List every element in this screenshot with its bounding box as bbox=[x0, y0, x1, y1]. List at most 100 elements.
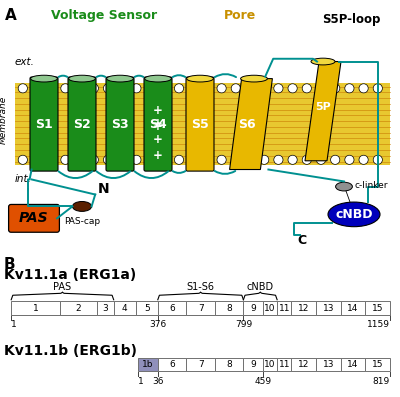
Text: 10: 10 bbox=[264, 304, 276, 312]
Text: 376: 376 bbox=[149, 320, 166, 330]
FancyBboxPatch shape bbox=[244, 358, 263, 371]
Text: +
+
+: + + + bbox=[153, 117, 163, 162]
FancyBboxPatch shape bbox=[138, 358, 158, 371]
Text: S6: S6 bbox=[238, 118, 256, 131]
Circle shape bbox=[345, 84, 354, 93]
FancyBboxPatch shape bbox=[341, 358, 365, 371]
Circle shape bbox=[32, 155, 42, 164]
Text: c-linker: c-linker bbox=[355, 181, 388, 190]
Ellipse shape bbox=[106, 75, 134, 82]
FancyBboxPatch shape bbox=[186, 77, 214, 171]
Ellipse shape bbox=[336, 182, 352, 191]
Polygon shape bbox=[230, 79, 272, 170]
Text: 36: 36 bbox=[152, 377, 164, 386]
FancyBboxPatch shape bbox=[144, 77, 172, 171]
Text: 8: 8 bbox=[226, 360, 232, 369]
Circle shape bbox=[189, 155, 198, 164]
Ellipse shape bbox=[72, 202, 92, 212]
Ellipse shape bbox=[186, 75, 214, 82]
FancyBboxPatch shape bbox=[114, 301, 136, 315]
Circle shape bbox=[302, 84, 312, 93]
FancyBboxPatch shape bbox=[186, 301, 215, 315]
Text: 6: 6 bbox=[169, 304, 175, 312]
Text: Kv11.1a (ERG1a): Kv11.1a (ERG1a) bbox=[4, 268, 136, 282]
FancyBboxPatch shape bbox=[277, 301, 292, 315]
Circle shape bbox=[316, 155, 326, 164]
Text: C: C bbox=[298, 234, 306, 247]
Text: A: A bbox=[5, 8, 16, 23]
Circle shape bbox=[231, 155, 240, 164]
FancyBboxPatch shape bbox=[292, 358, 316, 371]
FancyBboxPatch shape bbox=[277, 358, 292, 371]
FancyBboxPatch shape bbox=[60, 301, 97, 315]
Text: cNBD: cNBD bbox=[247, 282, 274, 292]
Circle shape bbox=[274, 155, 283, 164]
Circle shape bbox=[203, 155, 212, 164]
Circle shape bbox=[75, 155, 84, 164]
Text: 12: 12 bbox=[298, 304, 310, 312]
FancyBboxPatch shape bbox=[9, 204, 60, 232]
Circle shape bbox=[132, 84, 141, 93]
Text: 1: 1 bbox=[11, 320, 17, 330]
Circle shape bbox=[246, 84, 254, 93]
Circle shape bbox=[132, 155, 141, 164]
Text: 2: 2 bbox=[76, 304, 82, 312]
Text: 4: 4 bbox=[122, 304, 128, 312]
FancyBboxPatch shape bbox=[365, 358, 390, 371]
Circle shape bbox=[18, 155, 28, 164]
Text: S5: S5 bbox=[191, 118, 209, 131]
Text: N: N bbox=[98, 182, 110, 197]
Text: PAS: PAS bbox=[19, 211, 49, 225]
FancyBboxPatch shape bbox=[341, 301, 365, 315]
Text: 11: 11 bbox=[278, 360, 290, 369]
Circle shape bbox=[32, 84, 42, 93]
Circle shape bbox=[89, 155, 98, 164]
Text: 9: 9 bbox=[250, 360, 256, 369]
Circle shape bbox=[75, 84, 84, 93]
Text: 13: 13 bbox=[323, 360, 334, 369]
Circle shape bbox=[61, 155, 70, 164]
FancyBboxPatch shape bbox=[186, 358, 215, 371]
Text: 459: 459 bbox=[254, 377, 272, 386]
Circle shape bbox=[373, 84, 382, 93]
Text: 5: 5 bbox=[144, 304, 150, 312]
Circle shape bbox=[174, 84, 184, 93]
Text: 6: 6 bbox=[169, 360, 175, 369]
Text: 14: 14 bbox=[347, 360, 359, 369]
Circle shape bbox=[260, 84, 269, 93]
Text: S4: S4 bbox=[149, 118, 167, 131]
Text: S2: S2 bbox=[73, 118, 91, 131]
Text: 15: 15 bbox=[372, 304, 384, 312]
Circle shape bbox=[373, 155, 382, 164]
Circle shape bbox=[174, 155, 184, 164]
Text: +
+: + + bbox=[153, 104, 163, 133]
FancyBboxPatch shape bbox=[97, 301, 114, 315]
FancyBboxPatch shape bbox=[215, 301, 244, 315]
Text: 3: 3 bbox=[102, 304, 108, 312]
Text: ext.: ext. bbox=[15, 56, 35, 67]
Text: B: B bbox=[4, 257, 16, 272]
Circle shape bbox=[160, 155, 170, 164]
FancyBboxPatch shape bbox=[158, 301, 186, 315]
FancyBboxPatch shape bbox=[106, 77, 134, 171]
Text: S1: S1 bbox=[35, 118, 53, 131]
Circle shape bbox=[18, 84, 28, 93]
Text: 5P: 5P bbox=[315, 102, 331, 112]
FancyBboxPatch shape bbox=[158, 358, 186, 371]
FancyBboxPatch shape bbox=[316, 301, 341, 315]
Ellipse shape bbox=[145, 75, 172, 82]
Ellipse shape bbox=[241, 75, 268, 82]
Text: Pore: Pore bbox=[224, 10, 256, 22]
Circle shape bbox=[217, 155, 226, 164]
Circle shape bbox=[274, 84, 283, 93]
Circle shape bbox=[302, 155, 312, 164]
Text: int.: int. bbox=[15, 173, 32, 184]
Text: PAS: PAS bbox=[53, 282, 72, 292]
Text: 799: 799 bbox=[235, 320, 252, 330]
Ellipse shape bbox=[69, 75, 96, 82]
FancyBboxPatch shape bbox=[11, 301, 60, 315]
Circle shape bbox=[46, 155, 56, 164]
FancyBboxPatch shape bbox=[263, 301, 277, 315]
Text: 1: 1 bbox=[138, 377, 144, 386]
FancyBboxPatch shape bbox=[215, 358, 244, 371]
